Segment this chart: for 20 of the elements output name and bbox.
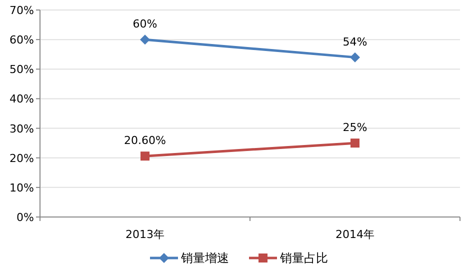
data-label: 60% (132, 18, 158, 31)
point (350, 52, 360, 62)
data-label: 20.60% (124, 134, 166, 148)
point (140, 34, 150, 45)
legend-label: 销量占比 (279, 251, 328, 265)
y-tick-label: 0% (16, 211, 34, 224)
x-tick-label: 2013年 (126, 228, 164, 241)
point (140, 152, 150, 161)
data-label: 25% (342, 121, 368, 134)
y-tick-label: 70% (10, 4, 34, 17)
point (350, 138, 360, 148)
y-tick-label: 50% (10, 63, 34, 76)
y-tick-label: 20% (10, 152, 34, 165)
y-tick-label: 30% (10, 122, 34, 136)
y-tick-label: 40% (10, 92, 34, 106)
y-tick-label: 60% (10, 34, 34, 47)
legend-label: 销量增速 (180, 251, 229, 265)
data-label: 54% (342, 35, 368, 48)
x-tick-label: 2014年 (336, 228, 374, 241)
y-tick-label: 10% (10, 181, 34, 194)
